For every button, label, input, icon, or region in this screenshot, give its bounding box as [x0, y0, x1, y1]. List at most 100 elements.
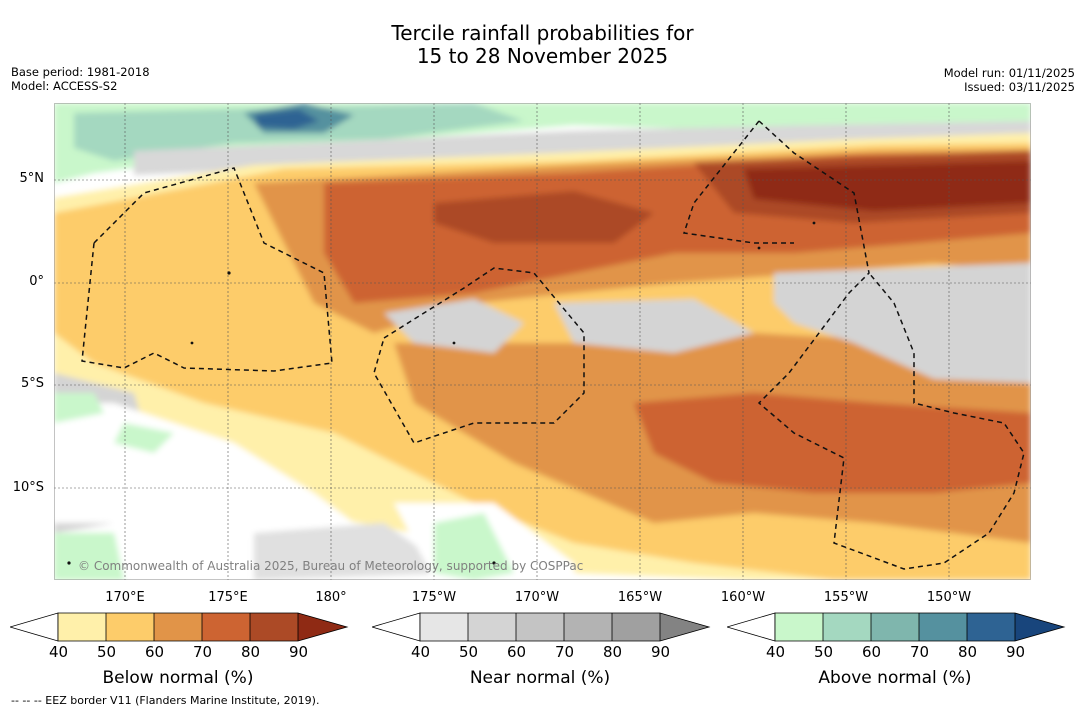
colorbar-near-dividers: [467, 613, 661, 641]
colorbar-above-tick: 90: [1006, 643, 1026, 661]
colorbar-near-title: Near normal (%): [469, 668, 611, 688]
colorbar-below-tick: 40: [49, 643, 69, 661]
colorbar-near-extend-low: [372, 612, 421, 642]
colorbar-below-dividers: [105, 613, 299, 641]
eez-borders: [81, 120, 1025, 570]
colorbar-near-swatch: [612, 613, 660, 641]
model-name: Model: ACCESS-S2: [11, 79, 118, 93]
colorbar-above-normal: [727, 612, 1066, 642]
colorbar-near-outline: [419, 612, 711, 642]
colorbar-above-tick: 60: [862, 643, 882, 661]
meta-right: Model run: 01/11/2025 Issued: 03/11/2025: [944, 66, 1075, 94]
issued-date: Issued: 03/11/2025: [964, 80, 1075, 94]
island-marker: [492, 561, 496, 565]
lon-label-170E: 170°E: [105, 590, 145, 605]
colorbar-below-swatch: [106, 613, 154, 641]
island-marker: [227, 271, 231, 275]
lon-label-155W: 155°W: [823, 590, 869, 605]
copyright-notice: © Commonwealth of Australia 2025, Bureau…: [78, 559, 584, 573]
colorbar-above-swatch: [823, 613, 871, 641]
below-normal-region-70-south: [634, 393, 1031, 493]
lon-label-160W: 160°W: [720, 590, 766, 605]
island-marker: [190, 341, 194, 345]
colorbar-below-extend-high: [298, 613, 347, 641]
colorbar-below-swatch: [58, 613, 106, 641]
below-normal-region-90: [744, 161, 1031, 211]
colorbar-above-tick: 40: [766, 643, 786, 661]
colorbar-above-extend-low: [727, 612, 776, 642]
island-marker: [67, 561, 71, 565]
rainfall-probability-map: [54, 103, 1031, 580]
eez-border-kiribati-gilbert: [81, 167, 333, 372]
colorbar-below-tick: 50: [97, 643, 117, 661]
colorbar-above-outline: [774, 612, 1066, 642]
meta-left: Base period: 1981-2018 Model: ACCESS-S2: [11, 65, 150, 93]
colorbar-below-normal: [10, 612, 349, 642]
island-marker: [757, 246, 761, 250]
colorbar-near-swatch: [468, 613, 516, 641]
lon-label-170W: 170°W: [514, 590, 560, 605]
colorbar-below-tick: 70: [193, 643, 213, 661]
below-normal-region-80: [434, 191, 654, 243]
colorbar-below-swatch: [250, 613, 298, 641]
colorbar-near-tick: 70: [555, 643, 575, 661]
colorbar-near-swatch: [564, 613, 612, 641]
colorbar-above-swatch: [919, 613, 967, 641]
colorbar-above-swatch: [871, 613, 919, 641]
lat-label-10S: 10°S: [12, 480, 44, 495]
lon-label-150W: 150°W: [926, 590, 972, 605]
lat-label-0: 0°: [29, 274, 44, 289]
lon-label-165W: 165°W: [617, 590, 663, 605]
base-period: Base period: 1981-2018: [11, 65, 150, 79]
colorbar-below-swatch: [154, 613, 202, 641]
island-marker: [452, 341, 456, 345]
colorbar-below-tick: 80: [241, 643, 261, 661]
colorbar-below-title: Below normal (%): [102, 668, 254, 688]
lat-label-5N: 5°N: [19, 171, 45, 186]
probability-field: [54, 103, 1031, 580]
above-normal-region-sw: [54, 533, 124, 580]
colorbar-near-tick: 60: [507, 643, 527, 661]
above-normal-region-west-2: [114, 423, 174, 453]
colorbar-below-tick: 60: [145, 643, 165, 661]
near-normal-region-central-east: [554, 299, 754, 353]
eez-border-line-islands-west: [683, 120, 794, 244]
colorbar-near-tick: 40: [411, 643, 431, 661]
map-title: Tercile rainfall probabilities for 15 to…: [0, 22, 1085, 68]
colorbar-near-extend-high: [660, 613, 709, 641]
title-line-2: 15 to 28 November 2025: [416, 44, 669, 68]
model-run: Model run: 01/11/2025: [943, 66, 1075, 80]
colorbar-near-tick: 90: [651, 643, 671, 661]
island-marker: [812, 221, 816, 225]
colorbar-above-dividers: [822, 613, 1016, 641]
colorbar-above-tick: 50: [814, 643, 834, 661]
colorbar-below-swatch: [202, 613, 250, 641]
colorbar-above-extend-high: [1015, 613, 1064, 641]
colorbar-below-extend-low: [10, 612, 59, 642]
colorbar-near-swatch: [516, 613, 564, 641]
colorbar-above-tick: 70: [910, 643, 930, 661]
lon-label-180: 180°: [315, 590, 347, 605]
colorbar-above-title: Above normal (%): [818, 668, 972, 688]
near-normal-region-sw: [254, 523, 454, 580]
colorbar-above-swatch: [967, 613, 1015, 641]
near-normal-region-central: [384, 299, 524, 353]
colorbar-below-tick: 90: [289, 643, 309, 661]
eez-border-line-islands: [757, 120, 1025, 570]
lon-label-175E: 175°E: [208, 590, 248, 605]
colorbar-above-swatch: [775, 613, 823, 641]
colorbar-near-swatch: [420, 613, 468, 641]
colorbar-near-tick: 80: [603, 643, 623, 661]
island-markers: [67, 221, 816, 565]
colorbar-above-tick: 80: [958, 643, 978, 661]
map-frame: [54, 103, 1031, 580]
colorbar-near-normal: [372, 612, 711, 642]
above-normal-region-west: [54, 393, 104, 423]
title-line-1: Tercile rainfall probabilities for: [391, 21, 694, 45]
eez-border-phoenix: [373, 267, 585, 444]
lon-label-175W: 175°W: [411, 590, 457, 605]
lat-label-5S: 5°S: [20, 376, 44, 391]
colorbar-near-tick: 50: [459, 643, 479, 661]
colorbar-below-outline: [57, 612, 349, 642]
eez-footnote: -- -- -- EEZ border V11 (Flanders Marine…: [11, 694, 320, 707]
